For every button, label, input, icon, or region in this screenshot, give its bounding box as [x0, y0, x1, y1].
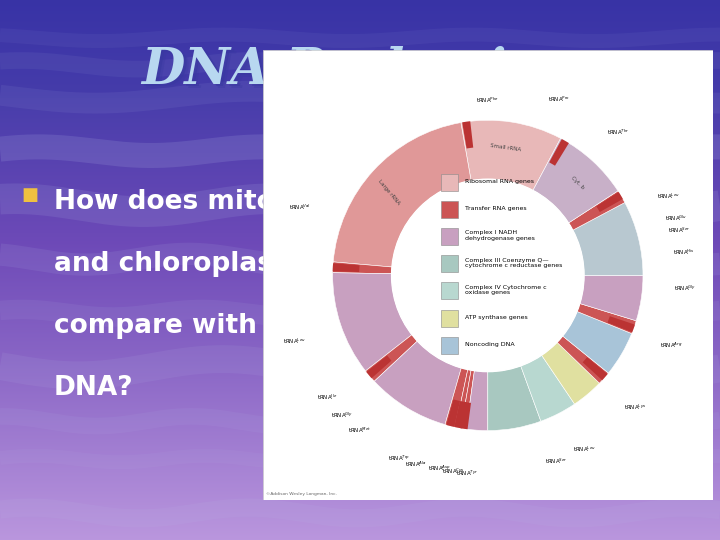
Bar — [441, 282, 459, 300]
Wedge shape — [333, 263, 359, 272]
Bar — [441, 201, 459, 218]
Wedge shape — [582, 357, 608, 380]
Text: tRNA$^{Gly}$: tRNA$^{Gly}$ — [330, 410, 353, 420]
Text: Large rRNA: Large rRNA — [377, 179, 401, 206]
Text: DNA?: DNA? — [54, 375, 134, 401]
Text: tRNA$^{Leu}$: tRNA$^{Leu}$ — [283, 337, 305, 346]
Text: tRNA$^{Ser}$: tRNA$^{Ser}$ — [668, 226, 691, 235]
Text: and chloroplast DNA: and chloroplast DNA — [54, 251, 359, 277]
Wedge shape — [541, 342, 600, 404]
Wedge shape — [374, 341, 462, 424]
Wedge shape — [596, 192, 623, 212]
Text: Complex III Coenzyme Q—
cytochrome c reductase genes: Complex III Coenzyme Q— cytochrome c red… — [464, 258, 562, 268]
Wedge shape — [577, 303, 636, 334]
Text: ©Addison Wesley Longman, Inc.: ©Addison Wesley Longman, Inc. — [266, 492, 337, 496]
Bar — [441, 228, 459, 245]
Text: tRNA$^{Arg}$: tRNA$^{Arg}$ — [660, 341, 683, 350]
Text: tRNA$^{Lys}$: tRNA$^{Lys}$ — [624, 402, 647, 411]
Wedge shape — [521, 355, 575, 421]
Wedge shape — [608, 316, 635, 332]
Text: Cyt. b: Cyt. b — [570, 176, 585, 190]
Text: How does mitocondrial: How does mitocondrial — [54, 189, 395, 215]
Circle shape — [392, 179, 584, 372]
Wedge shape — [456, 369, 471, 428]
Text: Small rRNA: Small rRNA — [490, 143, 521, 152]
Text: tRNA$^{Pro}$: tRNA$^{Pro}$ — [549, 94, 570, 104]
Wedge shape — [467, 370, 488, 430]
Text: tRNA$^{Ala}$: tRNA$^{Ala}$ — [405, 460, 426, 469]
Wedge shape — [454, 401, 467, 428]
Bar — [441, 174, 459, 191]
Wedge shape — [366, 335, 418, 381]
Bar — [441, 255, 459, 272]
Wedge shape — [459, 402, 471, 429]
Wedge shape — [562, 312, 631, 373]
Wedge shape — [572, 202, 643, 275]
Text: Complex IV Cytochrome c
oxidase genes: Complex IV Cytochrome c oxidase genes — [464, 285, 546, 295]
Text: tRNA$^{Trp}$: tRNA$^{Trp}$ — [388, 454, 410, 463]
Text: tRNA$^{Val}$: tRNA$^{Val}$ — [289, 203, 311, 212]
Text: tRNA$^{Glu}$: tRNA$^{Glu}$ — [665, 213, 687, 222]
Wedge shape — [333, 123, 471, 267]
Wedge shape — [487, 366, 541, 430]
Text: tRNA$^{His}$: tRNA$^{His}$ — [672, 248, 694, 258]
Text: tRNA$^{Asp}$: tRNA$^{Asp}$ — [428, 463, 451, 473]
Text: tRNA$^{Thr}$: tRNA$^{Thr}$ — [608, 128, 630, 137]
Text: Noncoding DNA: Noncoding DNA — [464, 342, 514, 347]
Wedge shape — [366, 355, 392, 378]
Text: DNA Packaging: DNA Packaging — [144, 48, 580, 97]
Wedge shape — [580, 275, 643, 321]
Wedge shape — [333, 273, 412, 371]
Text: compare with nuclear: compare with nuclear — [54, 313, 377, 339]
Text: tRNA$^{Leu}$: tRNA$^{Leu}$ — [657, 192, 679, 201]
Text: tRNA$^{Cys}$: tRNA$^{Cys}$ — [442, 467, 464, 476]
Text: Complex I NADH
dehydrogenase genes: Complex I NADH dehydrogenase genes — [464, 231, 534, 241]
Text: tRNA$^{Tyr}$: tRNA$^{Tyr}$ — [456, 468, 478, 477]
Text: tRNA$^{Phe}$: tRNA$^{Phe}$ — [477, 96, 499, 105]
Bar — [441, 309, 459, 327]
Wedge shape — [557, 336, 608, 383]
Wedge shape — [446, 400, 460, 427]
Text: Ribosomal RNA genes: Ribosomal RNA genes — [464, 179, 534, 184]
Text: ATP synthase genes: ATP synthase genes — [464, 315, 527, 320]
Wedge shape — [533, 138, 618, 223]
Wedge shape — [569, 191, 625, 230]
Text: tRNA$^{Gly}$: tRNA$^{Gly}$ — [673, 284, 696, 293]
Text: Transfer RNA genes: Transfer RNA genes — [464, 206, 526, 211]
Text: DNA Packaging: DNA Packaging — [142, 45, 578, 95]
Text: tRNA$^{Ser}$: tRNA$^{Ser}$ — [544, 456, 567, 465]
Text: tRNA$^{Met}$: tRNA$^{Met}$ — [348, 426, 371, 435]
Text: ■: ■ — [22, 186, 39, 204]
Wedge shape — [462, 121, 473, 149]
Text: tRNA$^{Leu}$: tRNA$^{Leu}$ — [573, 445, 595, 454]
Text: DNA Packaging: DNA Packaging — [146, 49, 582, 99]
Wedge shape — [445, 368, 468, 427]
Wedge shape — [461, 370, 474, 429]
Wedge shape — [333, 262, 392, 274]
FancyBboxPatch shape — [263, 50, 713, 501]
Bar — [441, 337, 459, 354]
Text: tRNA$^{Ile}$: tRNA$^{Ile}$ — [317, 393, 337, 402]
Wedge shape — [461, 120, 561, 191]
Wedge shape — [549, 139, 569, 166]
